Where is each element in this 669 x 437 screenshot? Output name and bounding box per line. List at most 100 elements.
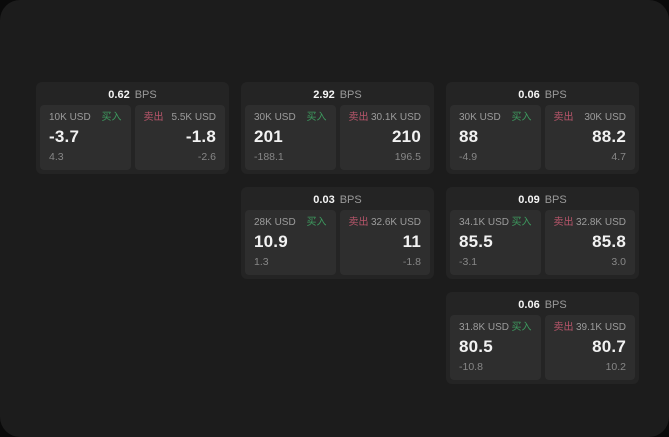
buy-sub-value: -4.9	[459, 151, 478, 163]
quote-panels: 31.8K USD 买入 80.5 -10.8 卖出 39.1K USD 80.…	[450, 315, 635, 380]
buy-panel[interactable]: 31.8K USD 买入 80.5 -10.8	[450, 315, 541, 380]
card-header: 0.62 BPS	[40, 86, 225, 105]
buy-panel-header: 34.1K USD 买入	[459, 217, 532, 229]
sell-price: 210	[392, 127, 421, 146]
buy-price: -3.7	[49, 127, 80, 146]
sell-amount: 39.1K USD	[575, 322, 626, 333]
sell-sub-value: 3.0	[611, 256, 626, 268]
buy-amount: 10K USD	[49, 112, 91, 123]
card-header: 2.92 BPS	[245, 86, 430, 105]
buy-panel[interactable]: 28K USD 买入 10.9 1.3	[245, 210, 336, 275]
sell-sub-value: -1.8	[402, 256, 421, 268]
quote-card: 0.03 BPS 28K USD 买入 10.9 1.3 卖出 32.6K US…	[241, 187, 434, 279]
sell-price: 85.8	[592, 232, 626, 251]
buy-amount: 30K USD	[459, 112, 501, 123]
sell-panel-header: 卖出 5.5K USD	[144, 112, 217, 124]
quote-card: 0.06 BPS 31.8K USD 买入 80.5 -10.8 卖出 39.1…	[446, 292, 639, 384]
sell-panel[interactable]: 卖出 32.6K USD 11 -1.8	[339, 210, 430, 275]
sell-panel[interactable]: 卖出 30.1K USD 210 196.5	[339, 105, 430, 170]
sell-sub-value: 10.2	[605, 361, 626, 373]
buy-panel-header: 30K USD 买入	[254, 112, 327, 124]
quote-card: 0.09 BPS 34.1K USD 买入 85.5 -3.1 卖出 32.8K…	[446, 187, 639, 279]
buy-button[interactable]: 买入	[306, 217, 327, 228]
quote-card: 2.92 BPS 30K USD 买入 201 -188.1 卖出 30.1K …	[241, 82, 434, 174]
buy-panel[interactable]: 30K USD 买入 88 -4.9	[450, 105, 541, 170]
buy-button[interactable]: 买入	[511, 322, 532, 333]
card-header: 0.03 BPS	[245, 191, 430, 210]
bps-value: 0.09	[518, 194, 540, 206]
sell-price: -1.8	[185, 127, 216, 146]
buy-price: 88	[459, 127, 479, 146]
quote-card: 0.06 BPS 30K USD 买入 88 -4.9 卖出 30K USD 8…	[446, 82, 639, 174]
sell-panel-header: 卖出 32.6K USD	[349, 217, 422, 229]
buy-panel[interactable]: 30K USD 买入 201 -188.1	[245, 105, 336, 170]
buy-amount: 34.1K USD	[459, 217, 510, 228]
sell-price: 88.2	[592, 127, 626, 146]
bps-value: 0.06	[518, 89, 540, 101]
sell-button[interactable]: 卖出	[553, 112, 574, 123]
sell-amount: 30.1K USD	[370, 112, 421, 123]
bps-unit-label: BPS	[544, 89, 567, 101]
bps-value: 0.62	[108, 89, 130, 101]
sell-button[interactable]: 卖出	[348, 112, 369, 123]
quote-panels: 30K USD 买入 201 -188.1 卖出 30.1K USD 210 1…	[245, 105, 430, 170]
sell-amount: 32.6K USD	[370, 217, 421, 228]
sell-price: 11	[402, 232, 421, 251]
buy-amount: 31.8K USD	[459, 322, 510, 333]
bps-value: 0.03	[313, 194, 335, 206]
sell-button[interactable]: 卖出	[143, 112, 164, 123]
bps-unit-label: BPS	[544, 299, 567, 311]
sell-amount: 32.8K USD	[575, 217, 626, 228]
quote-card: 0.62 BPS 10K USD 买入 -3.7 4.3 卖出 5.5K USD…	[36, 82, 229, 174]
sell-panel-header: 卖出 30.1K USD	[349, 112, 422, 124]
buy-button[interactable]: 买入	[511, 217, 532, 228]
quote-panels: 28K USD 买入 10.9 1.3 卖出 32.6K USD 11 -1.8	[245, 210, 430, 275]
sell-price: 80.7	[592, 337, 626, 356]
buy-panel-header: 10K USD 买入	[49, 112, 122, 124]
sell-panel[interactable]: 卖出 39.1K USD 80.7 10.2	[544, 315, 635, 380]
buy-panel[interactable]: 10K USD 买入 -3.7 4.3	[40, 105, 131, 170]
buy-button[interactable]: 买入	[101, 112, 122, 123]
buy-amount: 30K USD	[254, 112, 296, 123]
bps-unit-label: BPS	[339, 89, 362, 101]
sell-panel-header: 卖出 39.1K USD	[554, 322, 627, 334]
buy-price: 10.9	[254, 232, 288, 251]
buy-price: 80.5	[459, 337, 493, 356]
buy-sub-value: 1.3	[254, 256, 269, 268]
buy-price: 85.5	[459, 232, 493, 251]
cards-grid: 0.62 BPS 10K USD 买入 -3.7 4.3 卖出 5.5K USD…	[36, 82, 639, 384]
buy-panel-header: 30K USD 买入	[459, 112, 532, 124]
sell-panel-header: 卖出 32.8K USD	[554, 217, 627, 229]
sell-sub-value: -2.6	[197, 151, 216, 163]
card-header: 0.06 BPS	[450, 296, 635, 315]
quote-panels: 34.1K USD 买入 85.5 -3.1 卖出 32.8K USD 85.8…	[450, 210, 635, 275]
quote-panels: 10K USD 买入 -3.7 4.3 卖出 5.5K USD -1.8 -2.…	[40, 105, 225, 170]
sell-amount: 30K USD	[584, 112, 626, 123]
buy-panel[interactable]: 34.1K USD 买入 85.5 -3.1	[450, 210, 541, 275]
buy-sub-value: -10.8	[459, 361, 483, 373]
sell-button[interactable]: 卖出	[348, 217, 369, 228]
buy-sub-value: 4.3	[49, 151, 64, 163]
buy-panel-header: 28K USD 买入	[254, 217, 327, 229]
buy-amount: 28K USD	[254, 217, 296, 228]
sell-button[interactable]: 卖出	[553, 322, 574, 333]
sell-panel[interactable]: 卖出 5.5K USD -1.8 -2.6	[134, 105, 225, 170]
quote-panels: 30K USD 买入 88 -4.9 卖出 30K USD 88.2 4.7	[450, 105, 635, 170]
sell-amount: 5.5K USD	[171, 112, 216, 123]
sell-panel-header: 卖出 30K USD	[554, 112, 627, 124]
buy-price: 201	[254, 127, 283, 146]
buy-button[interactable]: 买入	[511, 112, 532, 123]
bps-value: 2.92	[313, 89, 335, 101]
sell-button[interactable]: 卖出	[553, 217, 574, 228]
buy-panel-header: 31.8K USD 买入	[459, 322, 532, 334]
sell-panel[interactable]: 卖出 30K USD 88.2 4.7	[544, 105, 635, 170]
sell-sub-value: 4.7	[611, 151, 626, 163]
card-header: 0.06 BPS	[450, 86, 635, 105]
sell-panel[interactable]: 卖出 32.8K USD 85.8 3.0	[544, 210, 635, 275]
buy-sub-value: -3.1	[459, 256, 478, 268]
sell-sub-value: 196.5	[394, 151, 421, 163]
bps-unit-label: BPS	[134, 89, 157, 101]
bps-unit-label: BPS	[339, 194, 362, 206]
buy-button[interactable]: 买入	[306, 112, 327, 123]
